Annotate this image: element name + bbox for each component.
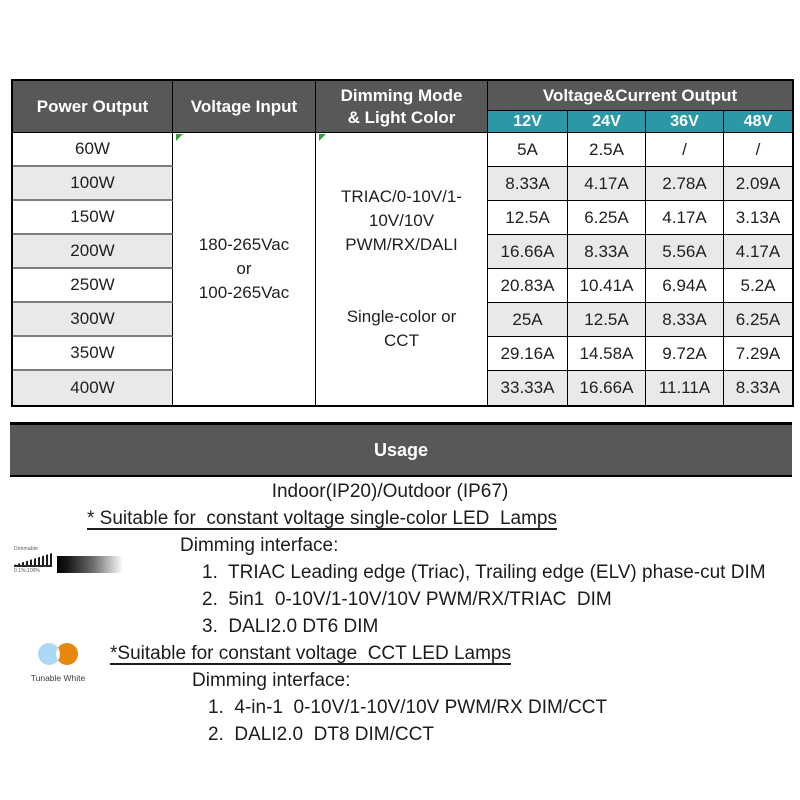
- current-cell: /: [646, 133, 724, 167]
- current-cell: 14.58A: [568, 337, 646, 371]
- current-cell: 20.83A: [488, 269, 568, 303]
- header-voltage-input: Voltage Input: [173, 81, 316, 133]
- spec-table: Power Output Voltage Input Dimming Mode …: [11, 79, 794, 407]
- current-cell: 11.11A: [646, 371, 724, 405]
- current-cell: 4.17A: [568, 167, 646, 201]
- current-cell: 8.33A: [568, 235, 646, 269]
- subheader-24v: 24V: [568, 111, 646, 133]
- tunable-white-circles-icon: [38, 643, 78, 665]
- current-cell: /: [724, 133, 792, 167]
- cct-item: 1. 4-in-1 0-10V/1-10V/10V PWM/RX DIM/CCT: [208, 697, 608, 718]
- green-corner-marker-icon: [176, 134, 183, 141]
- power-cell: 100W: [13, 167, 173, 201]
- current-cell: 12.5A: [568, 303, 646, 337]
- tunable-white-icon: Tunable White: [25, 641, 91, 683]
- green-corner-marker-icon: [319, 134, 326, 141]
- single-color-item: 3. DALI2.0 DT6 DIM: [202, 616, 379, 637]
- usage-environment: Indoor(IP20)/Outdoor (IP67): [271, 481, 509, 502]
- current-cell: 9.72A: [646, 337, 724, 371]
- header-voltage-current-output: Voltage&Current Output: [488, 81, 792, 111]
- current-cell: 33.33A: [488, 371, 568, 405]
- single-color-heading: * Suitable for constant voltage single-c…: [87, 508, 557, 529]
- current-cell: 3.13A: [724, 201, 792, 235]
- dimming-ramp-icon: [14, 553, 52, 565]
- power-cell: 150W: [13, 201, 173, 235]
- tunable-white-label: Tunable White: [30, 673, 86, 683]
- single-color-subheading: Dimming interface:: [180, 535, 339, 556]
- current-cell: 6.94A: [646, 269, 724, 303]
- power-cell: 300W: [13, 303, 173, 337]
- usage-title: Usage: [373, 439, 429, 460]
- dimming-ramp-baseline: [14, 565, 52, 567]
- current-cell: 8.33A: [488, 167, 568, 201]
- dimming-mode-cell: TRIAC/0-10V/1- 10V/10V PWM/RX/DALI Singl…: [316, 133, 488, 405]
- single-color-item: 2. 5in1 0-10V/1-10V/10V PWM/RX/TRIAC DIM: [202, 589, 612, 610]
- subheader-48v: 48V: [724, 111, 792, 133]
- single-color-item: 1. TRIAC Leading edge (Triac), Trailing …: [202, 562, 766, 583]
- dimmable-icon: Dimmable 0.1%-100%: [14, 546, 54, 574]
- power-cell: 400W: [13, 371, 173, 405]
- power-cell: 250W: [13, 269, 173, 303]
- current-cell: 6.25A: [724, 303, 792, 337]
- current-cell: 29.16A: [488, 337, 568, 371]
- current-cell: 5A: [488, 133, 568, 167]
- current-cell: 5.56A: [646, 235, 724, 269]
- current-cell: 25A: [488, 303, 568, 337]
- current-cell: 8.33A: [646, 303, 724, 337]
- current-cell: 2.78A: [646, 167, 724, 201]
- header-dimming-mode: Dimming Mode & Light Color: [316, 81, 488, 133]
- current-cell: 6.25A: [568, 201, 646, 235]
- current-cell: 8.33A: [724, 371, 792, 405]
- power-cell: 350W: [13, 337, 173, 371]
- power-cell: 200W: [13, 235, 173, 269]
- current-cell: 4.17A: [646, 201, 724, 235]
- current-cell: 5.2A: [724, 269, 792, 303]
- header-power-output: Power Output: [13, 81, 173, 133]
- current-cell: 2.5A: [568, 133, 646, 167]
- current-cell: 2.09A: [724, 167, 792, 201]
- current-cell: 12.5A: [488, 201, 568, 235]
- dimmable-label: Dimmable: [14, 546, 39, 552]
- dimmable-range-label: 0.1%-100%: [14, 568, 40, 574]
- current-cell: 4.17A: [724, 235, 792, 269]
- dimming-gradient-bar-icon: [57, 556, 123, 573]
- cct-heading: *Suitable for constant voltage CCT LED L…: [110, 643, 511, 664]
- cct-subheading: Dimming interface:: [192, 670, 351, 691]
- current-cell: 16.66A: [568, 371, 646, 405]
- usage-section-header: Usage: [10, 422, 792, 477]
- voltage-input-cell: 180-265Vac or 100-265Vac: [173, 133, 316, 405]
- cct-item: 2. DALI2.0 DT8 DIM/CCT: [208, 724, 434, 745]
- subheader-12v: 12V: [488, 111, 568, 133]
- subheader-36v: 36V: [646, 111, 724, 133]
- current-cell: 10.41A: [568, 269, 646, 303]
- current-cell: 7.29A: [724, 337, 792, 371]
- power-cell: 60W: [13, 133, 173, 167]
- current-cell: 16.66A: [488, 235, 568, 269]
